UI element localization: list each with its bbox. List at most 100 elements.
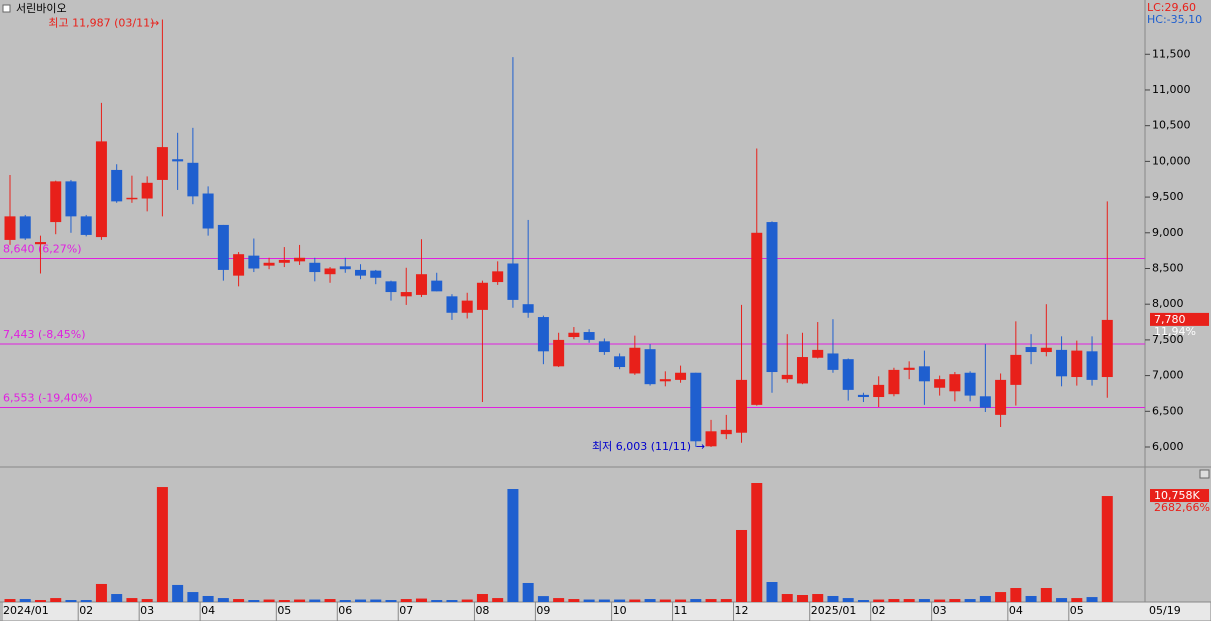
candle-body: [278, 259, 290, 263]
y-tick-label: 7,500: [1152, 333, 1184, 346]
volume-bar: [949, 599, 961, 602]
candle-body: [111, 169, 123, 202]
volume-bar: [934, 599, 946, 602]
volume-bar: [217, 598, 229, 602]
candle-body: [172, 159, 184, 162]
candle-body: [705, 431, 717, 447]
volume-bar: [766, 582, 778, 602]
volume-bar: [309, 599, 321, 602]
volume-bar: [126, 598, 138, 602]
candle-body: [492, 271, 504, 283]
candle-body: [400, 292, 412, 297]
volume-bar: [202, 595, 214, 602]
candle-body: [126, 197, 138, 200]
reference-label: 6,553 (-19,40%): [3, 392, 92, 405]
candle-body: [537, 317, 549, 352]
x-tick-label: 07: [399, 604, 413, 617]
volume-bar: [720, 599, 732, 602]
volume-bar: [553, 598, 565, 602]
chart-title: 서린바이오: [16, 2, 67, 15]
candle-body: [888, 369, 900, 395]
x-tick-label: 05: [277, 604, 291, 617]
candle-body: [446, 296, 458, 313]
candle-body: [476, 282, 488, 310]
y-tick-label: 11,500: [1152, 47, 1191, 60]
candle-body: [1086, 351, 1098, 380]
volume-bar: [1101, 496, 1113, 602]
candle-body: [644, 349, 656, 385]
volume-bar: [1040, 588, 1052, 602]
candle-body: [583, 332, 595, 340]
x-tick-label: 2024/01: [3, 604, 49, 617]
y-tick-label: 9,500: [1152, 190, 1184, 203]
y-tick-label: 8,000: [1152, 297, 1184, 310]
x-tick-label: 12: [735, 604, 749, 617]
candle-body: [339, 266, 351, 270]
volume-bar: [461, 599, 473, 602]
candle-body: [949, 374, 961, 392]
volume-bar: [781, 594, 793, 602]
volume-tag-label: 10,758K: [1154, 489, 1200, 502]
volume-bar: [492, 598, 504, 602]
menu-icon[interactable]: [2, 4, 11, 13]
x-tick-label: 04: [201, 604, 215, 617]
y-tick-label: 6,500: [1152, 404, 1184, 417]
volume-bar: [979, 595, 991, 602]
volume-bar: [446, 600, 458, 602]
candle-body: [385, 281, 397, 293]
x-tick-label: 03: [933, 604, 947, 617]
candle-body: [65, 181, 77, 217]
y-tick-label: 7,000: [1152, 369, 1184, 382]
low-note: 최저 6,003 (11/11): [592, 440, 691, 453]
candle-body: [1056, 349, 1068, 377]
candle-body: [431, 280, 443, 292]
candle-body: [629, 347, 641, 374]
volume-bar: [370, 599, 382, 602]
volume-bar: [1071, 598, 1083, 602]
candle-body: [812, 349, 824, 358]
x-tick-label: 2025/01: [811, 604, 857, 617]
volume-bar: [1056, 598, 1068, 602]
volume-bar: [705, 599, 717, 602]
volume-bar: [263, 599, 275, 602]
x-tick-label: 06: [338, 604, 352, 617]
candle-body: [263, 262, 275, 266]
panel-button[interactable]: [1199, 469, 1210, 479]
candle-body: [19, 216, 31, 239]
volume-bar: [903, 599, 915, 602]
volume-bar: [918, 599, 930, 602]
volume-bar: [95, 583, 107, 602]
volume-bar: [537, 596, 549, 602]
volume-bar: [4, 599, 16, 602]
price-change: 11,94%: [1154, 325, 1196, 338]
volume-tag: [1150, 489, 1209, 503]
high-note: 최고 11,987 (03/11): [48, 16, 154, 29]
candle-body: [903, 367, 915, 370]
volume-bar: [172, 584, 184, 602]
arrow: →: [150, 16, 159, 29]
volume-bar: [80, 600, 92, 602]
volume-bar: [476, 594, 488, 602]
candle-body: [4, 216, 16, 240]
x-tick-label: 02: [872, 604, 886, 617]
volume-bar: [888, 599, 900, 602]
volume-bar: [34, 600, 46, 602]
volume-bar: [1086, 597, 1098, 602]
candle-body: [1101, 319, 1113, 378]
candle-body: [720, 429, 732, 435]
volume-bar: [431, 600, 443, 602]
volume-bar: [629, 599, 641, 602]
x-tick-label: 03: [140, 604, 154, 617]
candle-body: [675, 372, 687, 380]
hc-label: HC:-35,10: [1147, 13, 1202, 26]
volume-bar: [278, 600, 290, 602]
candle-body: [294, 257, 306, 262]
candle-body: [156, 147, 168, 180]
candle-body: [309, 262, 321, 273]
volume-bar: [187, 592, 199, 602]
volume-bar: [111, 594, 123, 602]
x-tick-label: 08: [475, 604, 489, 617]
volume-bar: [568, 599, 580, 602]
y-tick-label: 6,000: [1152, 440, 1184, 453]
